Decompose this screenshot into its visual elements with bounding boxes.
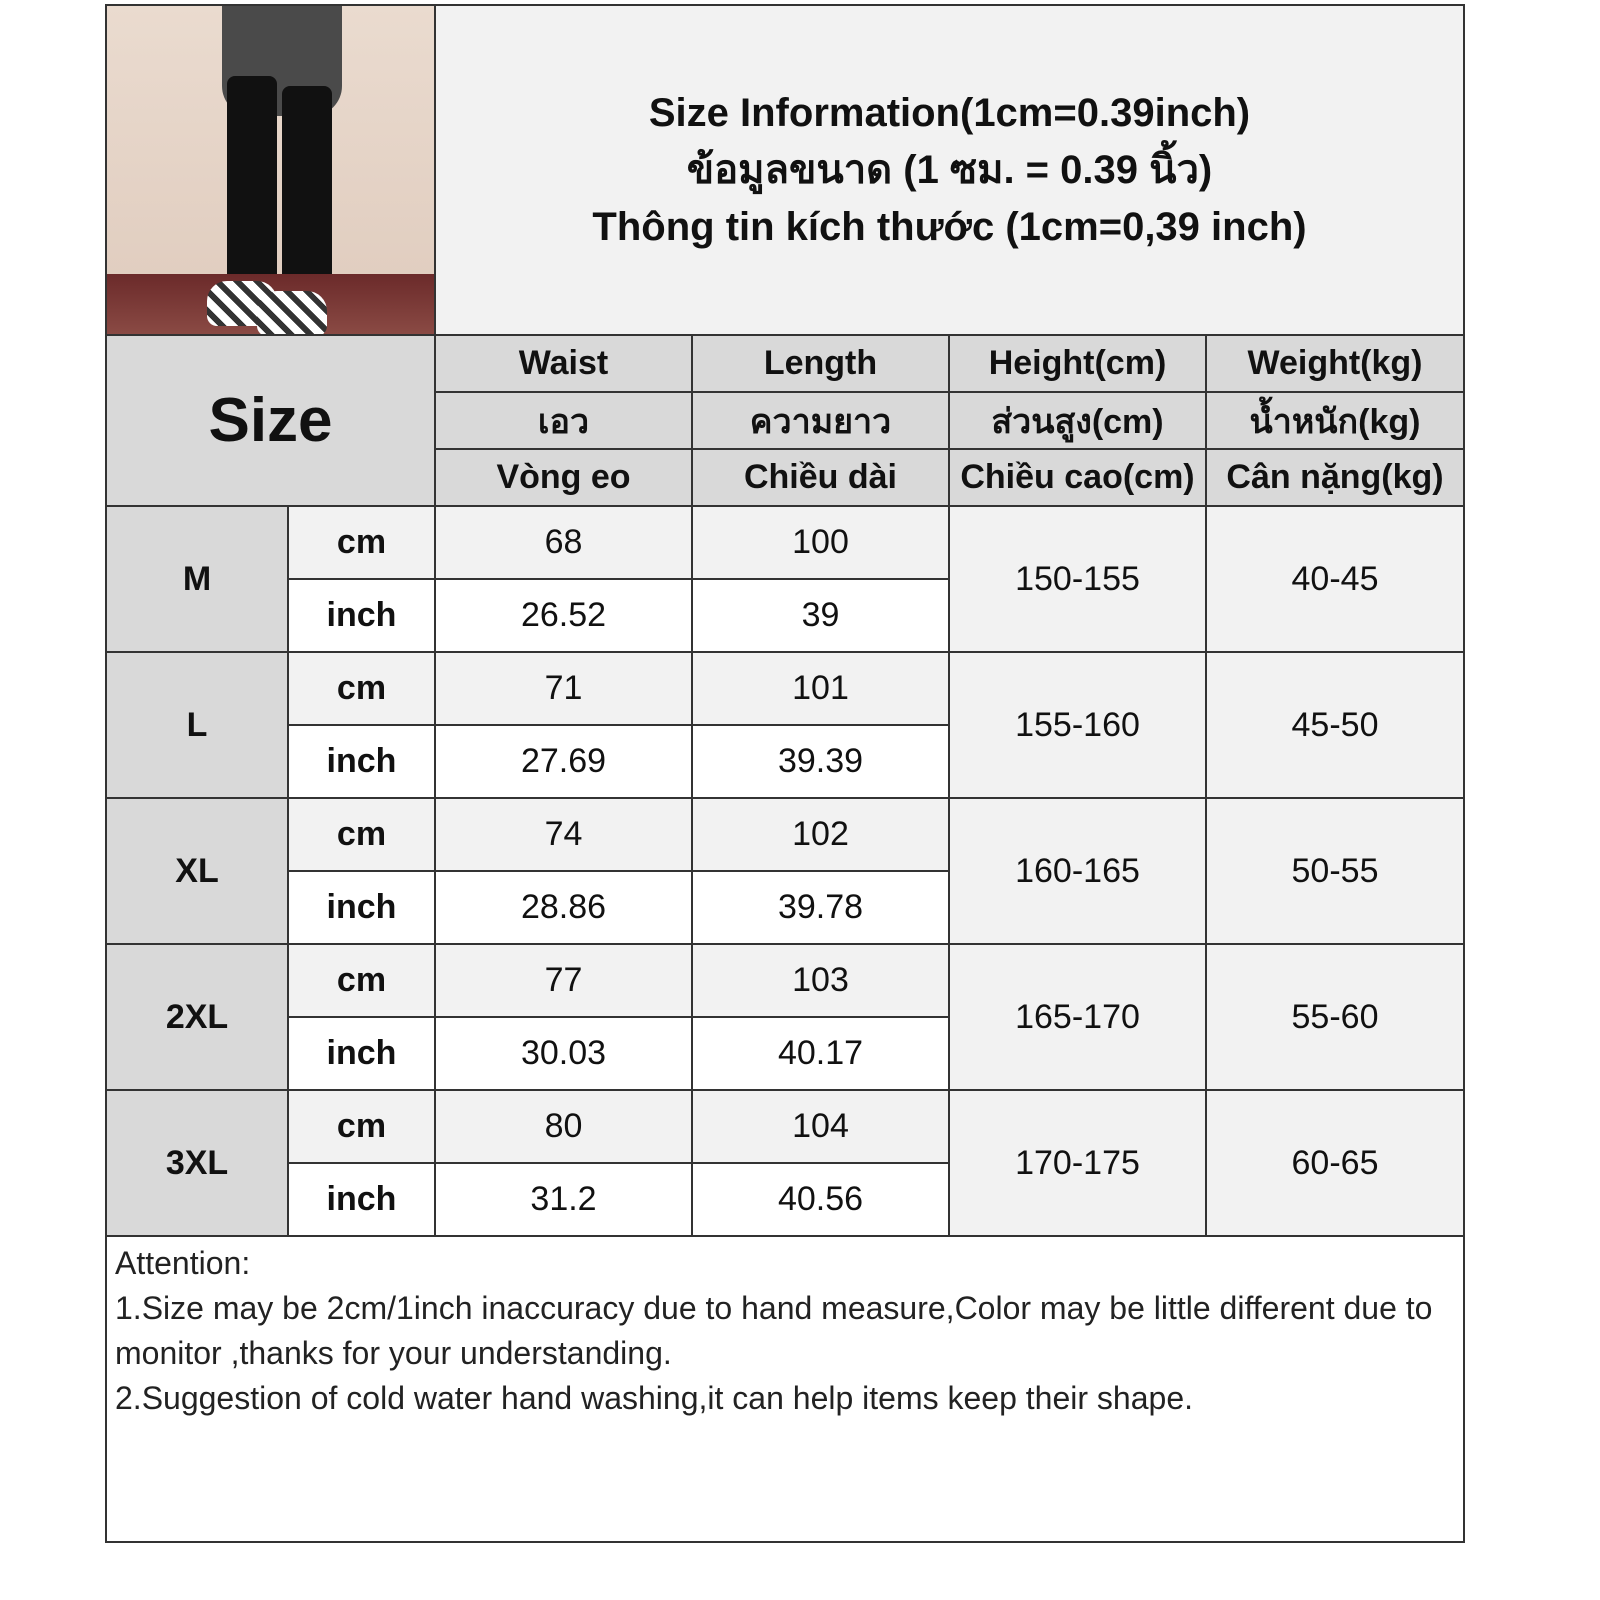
length-cm: 103 — [691, 943, 950, 1018]
table-row: XL cm 74 102 160-165 50-55 — [105, 797, 1465, 945]
waist-inch: 26.52 — [434, 578, 693, 653]
length-inch: 39.78 — [691, 870, 950, 945]
header-weight-th: น้ำหนัก(kg) — [1205, 391, 1465, 450]
height-range: 170-175 — [948, 1089, 1207, 1237]
title-vietnamese: Thông tin kích thước (1cm=0,39 inch) — [592, 204, 1307, 249]
table-row: 2XL cm 77 103 165-170 55-60 — [105, 943, 1465, 1091]
length-cm: 102 — [691, 797, 950, 872]
note-1: 1.Size may be 2cm/1inch inaccuracy due t… — [115, 1290, 1433, 1371]
waist-cm: 68 — [434, 505, 693, 580]
weight-range: 40-45 — [1205, 505, 1465, 653]
unit-cm: cm — [287, 797, 436, 872]
size-chart-table: Size Information(1cm=0.39inch) ข้อมูลขนา… — [105, 4, 1465, 1543]
unit-cm: cm — [287, 943, 436, 1018]
table-row: inch 26.52 39 — [106, 578, 1464, 653]
unit-inch: inch — [287, 724, 436, 799]
unit-cm: cm — [287, 651, 436, 726]
header-height-th: ส่วนสูง(cm) — [948, 391, 1207, 450]
size-label: L — [105, 651, 289, 799]
length-cm: 104 — [691, 1089, 950, 1164]
unit-cm: cm — [287, 505, 436, 580]
size-label: 2XL — [105, 943, 289, 1091]
header-length-vi: Chiều dài — [691, 448, 950, 507]
length-cm: 100 — [691, 505, 950, 580]
header-waist-th: เอว — [434, 391, 693, 450]
waist-inch: 30.03 — [434, 1016, 693, 1091]
unit-cm: cm — [287, 1089, 436, 1164]
table-row: inch 27.69 39.39 — [106, 724, 1464, 799]
title-english: Size Information(1cm=0.39inch) — [648, 90, 1251, 135]
height-range: 165-170 — [948, 943, 1207, 1091]
waist-inch: 27.69 — [434, 724, 693, 799]
unit-inch: inch — [287, 870, 436, 945]
header-weight-vi: Cân nặng(kg) — [1205, 448, 1465, 507]
table-row: inch 30.03 40.17 — [106, 1016, 1464, 1091]
length-inch: 39 — [691, 578, 950, 653]
note-2: 2.Suggestion of cold water hand washing,… — [115, 1380, 1193, 1416]
waist-inch: 31.2 — [434, 1162, 693, 1237]
header-length-th: ความยาว — [691, 391, 950, 450]
size-label: M — [105, 505, 289, 653]
length-cm: 101 — [691, 651, 950, 726]
weight-range: 60-65 — [1205, 1089, 1465, 1237]
weight-range: 45-50 — [1205, 651, 1465, 799]
header-height-en: Height(cm) — [948, 334, 1207, 393]
height-range: 155-160 — [948, 651, 1207, 799]
weight-range: 50-55 — [1205, 797, 1465, 945]
table-row: inch 31.2 40.56 — [106, 1162, 1464, 1237]
table-row: 3XL cm 80 104 170-175 60-65 — [105, 1089, 1465, 1237]
waist-inch: 28.86 — [434, 870, 693, 945]
notes-heading: Attention: — [115, 1245, 251, 1281]
pants-photo-icon — [108, 7, 433, 333]
size-column-header: Size — [105, 334, 436, 507]
waist-cm: 77 — [434, 943, 693, 1018]
unit-inch: inch — [287, 1016, 436, 1091]
header-weight-en: Weight(kg) — [1205, 334, 1465, 393]
weight-range: 55-60 — [1205, 943, 1465, 1091]
length-inch: 39.39 — [691, 724, 950, 799]
header-waist-en: Waist — [434, 334, 693, 393]
waist-cm: 71 — [434, 651, 693, 726]
unit-inch: inch — [287, 1162, 436, 1237]
size-label: XL — [105, 797, 289, 945]
length-inch: 40.17 — [691, 1016, 950, 1091]
header-waist-vi: Vòng eo — [434, 448, 693, 507]
title-thai: ข้อมูลขนาด (1 ซม. = 0.39 นิ้ว) — [686, 147, 1213, 192]
size-label: 3XL — [105, 1089, 289, 1237]
header-height-vi: Chiều cao(cm) — [948, 448, 1207, 507]
height-range: 150-155 — [948, 505, 1207, 653]
waist-cm: 80 — [434, 1089, 693, 1164]
height-range: 160-165 — [948, 797, 1207, 945]
length-inch: 40.56 — [691, 1162, 950, 1237]
waist-cm: 74 — [434, 797, 693, 872]
header-length-en: Length — [691, 334, 950, 393]
attention-notes: Attention: 1.Size may be 2cm/1inch inacc… — [105, 1235, 1465, 1543]
size-info-title: Size Information(1cm=0.39inch) ข้อมูลขนา… — [434, 4, 1465, 336]
table-row: inch 28.86 39.78 — [106, 870, 1464, 945]
unit-inch: inch — [287, 578, 436, 653]
product-photo — [105, 4, 436, 336]
